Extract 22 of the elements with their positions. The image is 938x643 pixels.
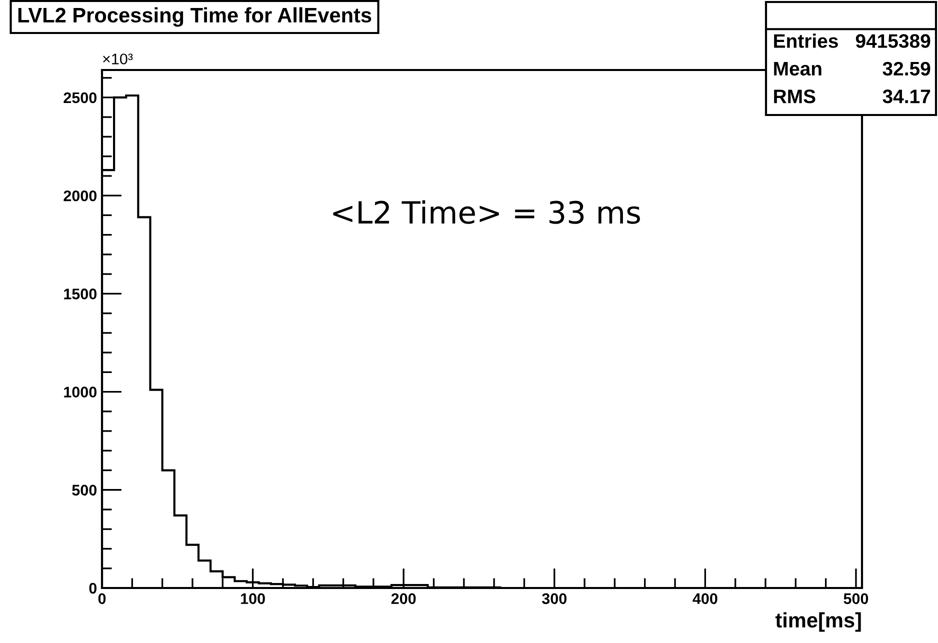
text: 34.17 [882, 90, 930, 104]
annotation: Mean [774, 62, 822, 76]
x-axis-title: time[ms] [775, 612, 861, 632]
x-tick-label: 500 [844, 593, 868, 604]
y-tick-label: 2000 [64, 190, 97, 202]
y-tick-label: 0 [89, 582, 97, 594]
y-tick-label: 1500 [64, 288, 97, 300]
x-tick-label: 0 [98, 593, 106, 604]
text: Entries [774, 34, 838, 48]
annotation: <L2 Time> = 33 ms [333, 200, 640, 224]
y-tick-label: 1000 [64, 386, 97, 398]
x-tick-label: 100 [241, 593, 265, 604]
y-tick-label: 2500 [64, 92, 97, 104]
text: 32.59 [882, 62, 930, 76]
x-tick-label: 200 [391, 593, 416, 604]
text: ×10³ [103, 54, 133, 64]
annotation: RMS [774, 90, 816, 104]
y-tick-label: 500 [72, 484, 97, 496]
chart-title: LVL2 Processing Time for AllEvents [18, 7, 372, 27]
text: 9415389 [856, 34, 930, 48]
x-tick-label: 400 [692, 593, 718, 604]
x-tick-label: 300 [542, 593, 566, 604]
